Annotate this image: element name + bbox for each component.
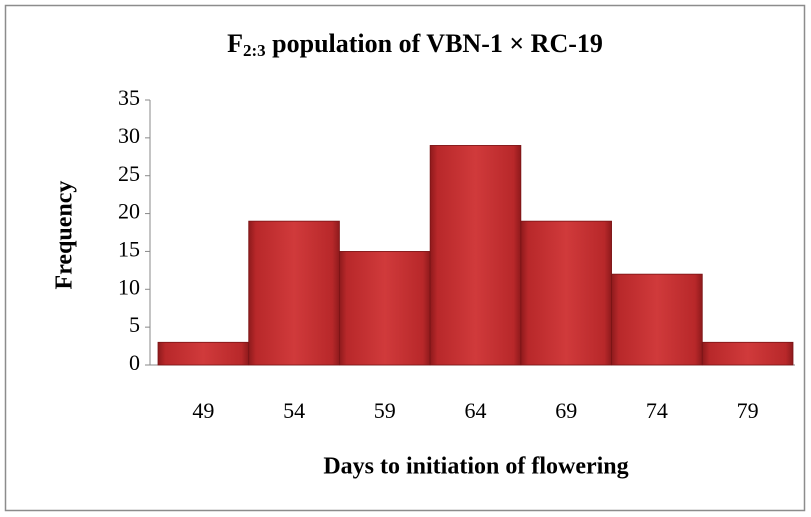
bar bbox=[611, 273, 703, 366]
bar bbox=[248, 220, 340, 366]
y-tick-label: 20 bbox=[118, 199, 140, 224]
y-tick-label: 25 bbox=[118, 161, 140, 186]
bar bbox=[339, 251, 431, 366]
y-tick-label: 35 bbox=[118, 85, 140, 110]
y-tick-label: 15 bbox=[118, 236, 140, 261]
x-tick-label: 54 bbox=[283, 398, 305, 423]
x-axis-title: Days to initiation of flowering bbox=[323, 454, 628, 480]
bar bbox=[520, 220, 612, 366]
y-tick-label: 30 bbox=[118, 123, 140, 148]
title-main: F bbox=[227, 29, 243, 58]
title-subscript: 2:3 bbox=[243, 41, 266, 60]
y-axis-title: Frequency bbox=[52, 181, 78, 290]
title-rest: population of VBN-1 × RC-19 bbox=[266, 29, 603, 58]
y-tick-label: 10 bbox=[118, 274, 140, 299]
chart-title: F2:3 population of VBN-1 × RC-19 bbox=[227, 29, 603, 60]
x-tick-label: 49 bbox=[192, 398, 214, 423]
bar bbox=[157, 341, 250, 366]
x-tick-label: 74 bbox=[646, 398, 668, 423]
bar bbox=[429, 145, 522, 366]
x-tick-label: 59 bbox=[374, 398, 396, 423]
x-tick-label: 69 bbox=[555, 398, 577, 423]
y-tick-label: 0 bbox=[129, 350, 140, 375]
x-tick-label: 79 bbox=[737, 398, 759, 423]
bar bbox=[701, 341, 794, 366]
x-tick-label: 64 bbox=[465, 398, 487, 423]
y-tick-label: 5 bbox=[129, 312, 140, 337]
